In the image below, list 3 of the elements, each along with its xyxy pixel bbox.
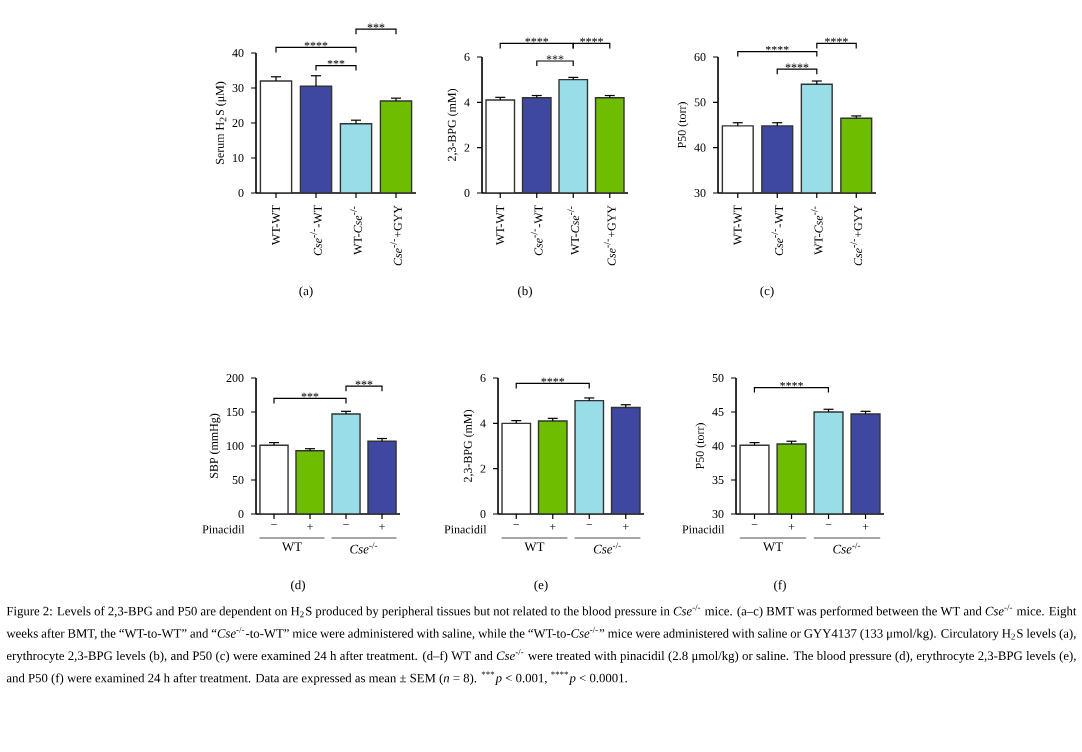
bar <box>295 450 325 514</box>
bar <box>259 444 289 514</box>
bar <box>367 440 397 514</box>
